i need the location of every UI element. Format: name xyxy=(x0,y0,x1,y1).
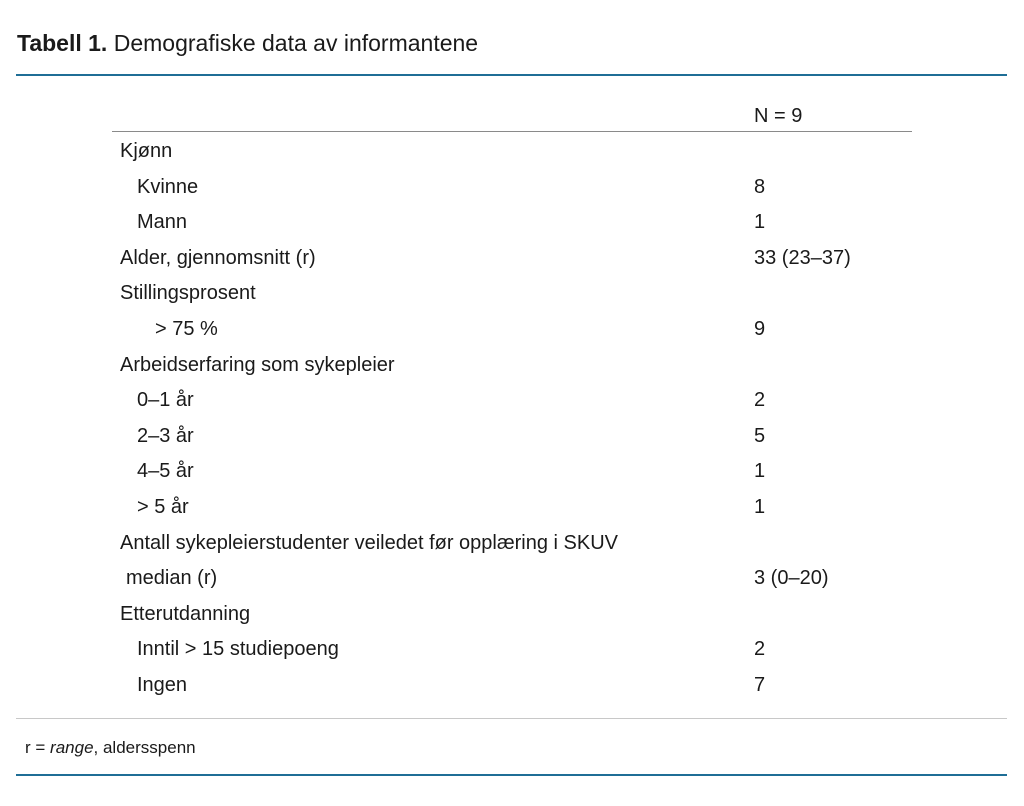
row-value: 2 xyxy=(754,389,766,412)
row-label: Kjønn xyxy=(120,140,173,162)
table-row: median (r) 3 (0–20) xyxy=(0,561,1024,597)
row-value: 33 (23–37) xyxy=(754,246,851,269)
table-row: 2–3 år 5 xyxy=(0,419,1024,455)
row-value: 7 xyxy=(754,673,766,696)
row-label: 2–3 år xyxy=(137,424,194,447)
row-label: Antall sykepleierstudenter veiledet før … xyxy=(120,531,619,554)
row-value: 5 xyxy=(754,424,766,447)
row-label: Arbeidserfaring som sykepleier xyxy=(120,353,395,376)
table-number: Tabell 1. xyxy=(17,30,108,56)
footnote-suffix: , aldersspenn xyxy=(93,738,196,757)
header-rule xyxy=(112,131,912,132)
row-value: 8 xyxy=(754,175,766,198)
top-rule xyxy=(16,74,1007,76)
row-label: Alder, gjennomsnitt (r) xyxy=(120,246,316,269)
table-row: > 5 år 1 xyxy=(0,490,1024,526)
row-value: 3 (0–20) xyxy=(754,567,829,590)
table-row: Kjønn xyxy=(0,134,1024,170)
row-label: Stillingsprosent xyxy=(120,282,256,305)
table-row: Stillingsprosent xyxy=(0,276,1024,312)
table-row: Kvinne 8 xyxy=(0,170,1024,206)
footnote-prefix: r = xyxy=(25,738,51,757)
row-value: 1 xyxy=(754,211,766,234)
row-label: Mann xyxy=(137,211,188,234)
table-caption: Demografiske data av informantene xyxy=(113,30,479,56)
table-row: 0–1 år 2 xyxy=(0,383,1024,419)
table-row: Antall sykepleierstudenter veiledet før … xyxy=(0,526,1024,562)
table-row: 4–5 år 1 xyxy=(0,454,1024,490)
row-value: 1 xyxy=(754,460,766,483)
column-header-n: N = 9 xyxy=(754,105,803,127)
table-title: Tabell 1. Demografiske data av informant… xyxy=(17,28,478,58)
table-row: Etterutdanning xyxy=(0,597,1024,633)
footer-rule xyxy=(16,774,1007,776)
table-row: Ingen 7 xyxy=(0,668,1024,704)
row-value: 1 xyxy=(754,495,766,518)
table-row: Mann 1 xyxy=(0,205,1024,241)
table-row: > 75 % 9 xyxy=(0,312,1024,348)
footnote: r = range, aldersspenn xyxy=(25,737,196,759)
table-row: Alder, gjennomsnitt (r) 33 (23–37) xyxy=(0,241,1024,277)
row-label: Ingen xyxy=(137,673,188,696)
table-row: Arbeidserfaring som sykepleier xyxy=(0,348,1024,384)
row-label: Etterutdanning xyxy=(120,602,251,625)
bottom-rule xyxy=(16,718,1007,719)
row-label: > 75 % xyxy=(155,317,218,340)
row-label: Kvinne xyxy=(137,175,199,198)
table-body: Kjønn Kvinne 8 Mann 1 Alder, gjennomsnitt (r)… xyxy=(0,134,1024,704)
row-label: > 5 år xyxy=(137,495,189,518)
row-label: median (r) xyxy=(126,567,218,590)
footnote-term: range xyxy=(50,738,94,757)
row-label: 0–1 år xyxy=(137,389,194,412)
row-value: 2 xyxy=(754,638,766,661)
row-label: 4–5 år xyxy=(137,460,194,483)
row-value: 9 xyxy=(754,317,766,340)
table-row: Inntil > 15 studiepoeng 2 xyxy=(0,632,1024,668)
row-label: Inntil > 15 studiepoeng xyxy=(137,638,339,661)
